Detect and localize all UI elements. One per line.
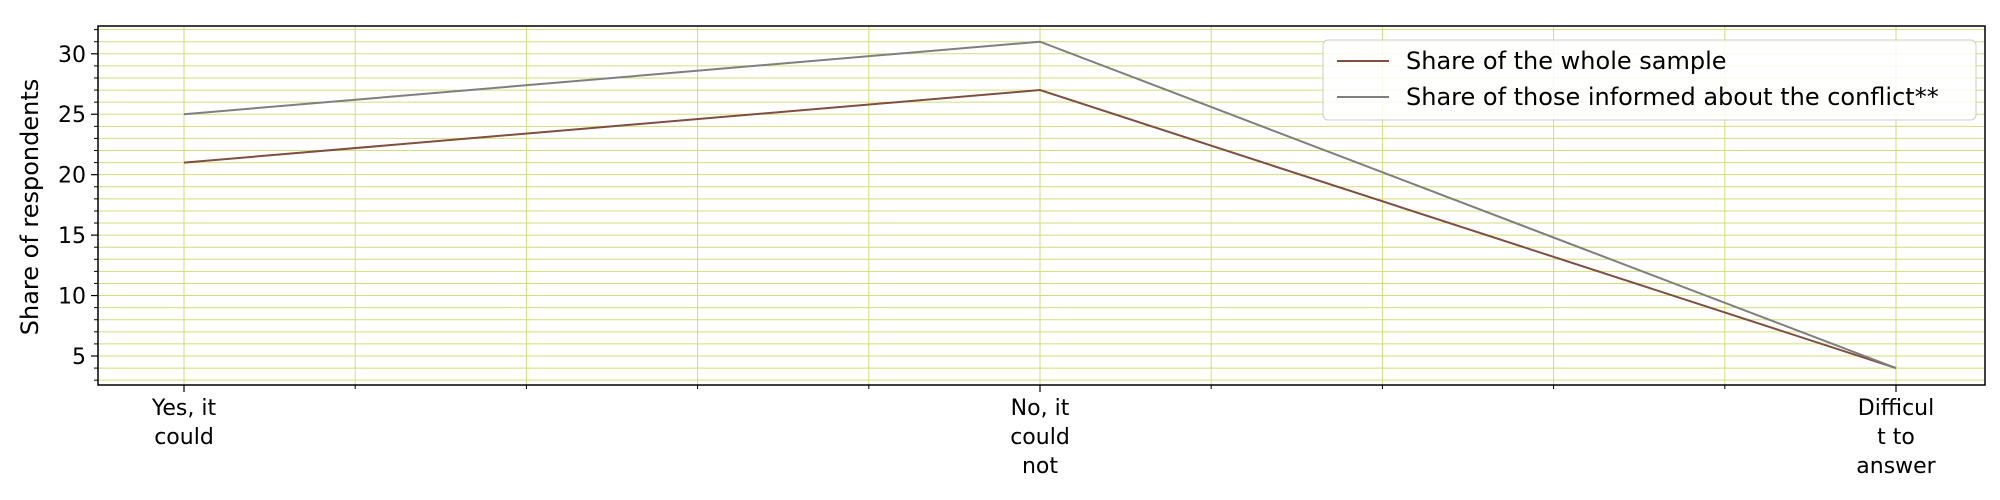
y-tick-label: 30 [58, 43, 86, 68]
legend-label: Share of the whole sample [1406, 47, 1727, 75]
legend-label: Share of those informed about the confli… [1406, 83, 1939, 111]
x-tick-label: Difficul t to answer [1856, 396, 1936, 479]
y-tick-label: 10 [58, 285, 86, 310]
x-tick-label: Yes, it could [151, 396, 217, 450]
x-tick-label: No, it could not [1010, 396, 1070, 479]
y-tick-label: 25 [58, 103, 86, 128]
y-tick-label: 20 [58, 164, 86, 189]
y-tick-label: 5 [72, 345, 86, 370]
legend: Share of the whole sample Share of those … [1323, 40, 1976, 120]
y-axis-label: Share of respondents [16, 79, 44, 336]
y-tick-label: 15 [58, 224, 86, 249]
